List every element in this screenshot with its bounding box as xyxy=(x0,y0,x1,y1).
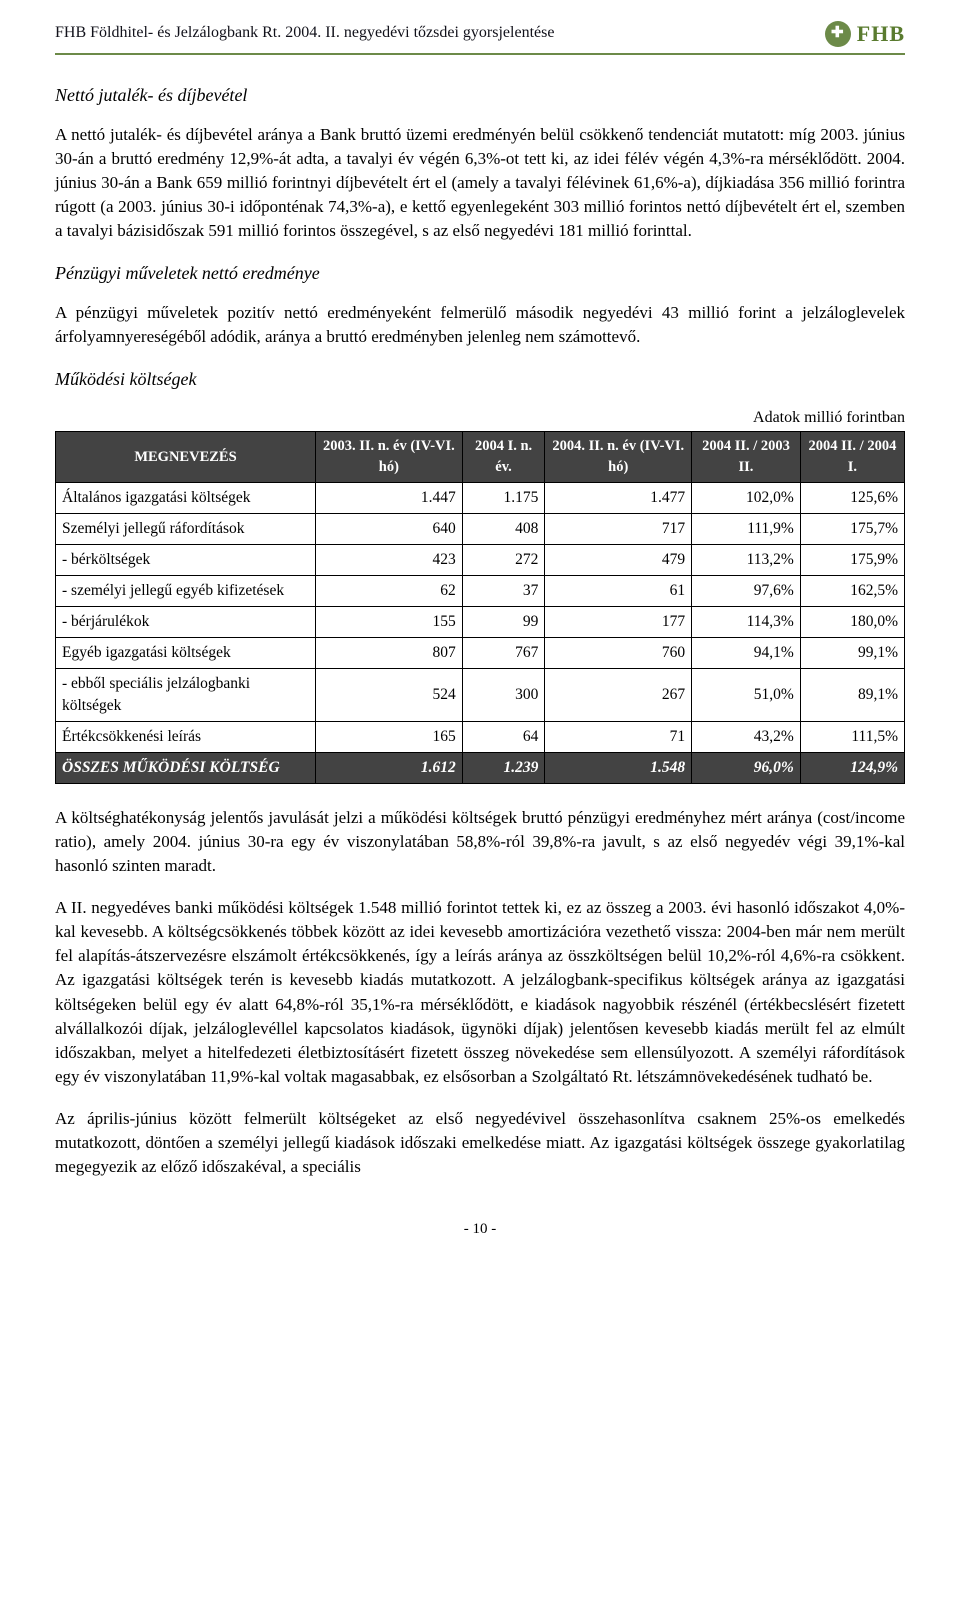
row-value: 267 xyxy=(545,668,692,721)
row-value: 99 xyxy=(462,606,545,637)
row-value: 408 xyxy=(462,513,545,544)
row-value: 155 xyxy=(316,606,463,637)
logo-icon: ✚ xyxy=(825,21,851,47)
table-header-row: MEGNEVEZÉS 2003. II. n. év (IV-VI. hó) 2… xyxy=(56,432,905,482)
row-value: 760 xyxy=(545,637,692,668)
row-value: 1.477 xyxy=(545,482,692,513)
table-row: Általános igazgatási költségek1.4471.175… xyxy=(56,482,905,513)
row-value: 97,6% xyxy=(692,575,801,606)
para-after-table-2: A II. negyedéves banki működési költsége… xyxy=(55,896,905,1089)
row-value: 175,7% xyxy=(800,513,904,544)
row-value: 125,6% xyxy=(800,482,904,513)
row-label: Általános igazgatási költségek xyxy=(56,482,316,513)
para-penzugyi-muveletek: A pénzügyi műveletek pozitív nettó eredm… xyxy=(55,301,905,349)
row-value: 113,2% xyxy=(692,544,801,575)
col-ratio-2004q1: 2004 II. / 2004 I. xyxy=(800,432,904,482)
row-value: 180,0% xyxy=(800,606,904,637)
section-title-netto-jutalek: Nettó jutalék- és díjbevétel xyxy=(55,83,905,109)
row-value: 272 xyxy=(462,544,545,575)
row-value: 114,3% xyxy=(692,606,801,637)
row-value: 94,1% xyxy=(692,637,801,668)
row-value: 300 xyxy=(462,668,545,721)
table-row: - bérköltségek423272479113,2%175,9% xyxy=(56,544,905,575)
para-after-table-1: A költséghatékonyság jelentős javulását … xyxy=(55,806,905,878)
row-value: 62 xyxy=(316,575,463,606)
row-value: 61 xyxy=(545,575,692,606)
table-row: Egyéb igazgatási költségek80776776094,1%… xyxy=(56,637,905,668)
row-label: - személyi jellegű egyéb kifizetések xyxy=(56,575,316,606)
row-label: Értékcsökkenési leírás xyxy=(56,721,316,752)
total-label: ÖSSZES MŰKÖDÉSI KÖLTSÉG xyxy=(56,752,316,783)
logo-text: FHB xyxy=(857,18,905,49)
total-value: 96,0% xyxy=(692,752,801,783)
row-value: 1.175 xyxy=(462,482,545,513)
row-value: 162,5% xyxy=(800,575,904,606)
row-value: 175,9% xyxy=(800,544,904,575)
page-number: - 10 - xyxy=(55,1219,905,1240)
row-value: 479 xyxy=(545,544,692,575)
para-netto-jutalek: A nettó jutalék- és díjbevétel aránya a … xyxy=(55,123,905,244)
table-row: - ebből speciális jelzálogbanki költsége… xyxy=(56,668,905,721)
row-label: - ebből speciális jelzálogbanki költsége… xyxy=(56,668,316,721)
col-ratio-2003: 2004 II. / 2003 II. xyxy=(692,432,801,482)
table-total-row: ÖSSZES MŰKÖDÉSI KÖLTSÉG1.6121.2391.54896… xyxy=(56,752,905,783)
row-value: 177 xyxy=(545,606,692,637)
row-value: 64 xyxy=(462,721,545,752)
row-value: 111,9% xyxy=(692,513,801,544)
costs-table: MEGNEVEZÉS 2003. II. n. év (IV-VI. hó) 2… xyxy=(55,431,905,783)
table-body: Általános igazgatási költségek1.4471.175… xyxy=(56,482,905,783)
row-value: 807 xyxy=(316,637,463,668)
total-value: 124,9% xyxy=(800,752,904,783)
logo: ✚ FHB xyxy=(825,18,905,49)
row-label: Egyéb igazgatási költségek xyxy=(56,637,316,668)
section-title-mukodesi-koltsegek: Működési költségek xyxy=(55,367,905,393)
col-2003-q2: 2003. II. n. év (IV-VI. hó) xyxy=(316,432,463,482)
row-value: 524 xyxy=(316,668,463,721)
page-header: FHB Földhitel- és Jelzálogbank Rt. 2004.… xyxy=(55,18,905,55)
row-label: Személyi jellegű ráfordítások xyxy=(56,513,316,544)
row-value: 717 xyxy=(545,513,692,544)
row-value: 71 xyxy=(545,721,692,752)
row-label: - bérköltségek xyxy=(56,544,316,575)
table-row: Személyi jellegű ráfordítások64040871711… xyxy=(56,513,905,544)
row-value: 99,1% xyxy=(800,637,904,668)
table-row: Értékcsökkenési leírás165647143,2%111,5% xyxy=(56,721,905,752)
col-megnevezes: MEGNEVEZÉS xyxy=(56,432,316,482)
row-value: 165 xyxy=(316,721,463,752)
header-title: FHB Földhitel- és Jelzálogbank Rt. 2004.… xyxy=(55,22,554,45)
col-2004-q2: 2004. II. n. év (IV-VI. hó) xyxy=(545,432,692,482)
row-value: 89,1% xyxy=(800,668,904,721)
table-row: - bérjárulékok15599177114,3%180,0% xyxy=(56,606,905,637)
para-after-table-3: Az április-június között felmerült költs… xyxy=(55,1107,905,1179)
section-title-penzugyi-muveletek: Pénzügyi műveletek nettó eredménye xyxy=(55,261,905,287)
col-2004-q1: 2004 I. n. év. xyxy=(462,432,545,482)
row-value: 43,2% xyxy=(692,721,801,752)
total-value: 1.239 xyxy=(462,752,545,783)
row-value: 640 xyxy=(316,513,463,544)
row-value: 767 xyxy=(462,637,545,668)
row-value: 37 xyxy=(462,575,545,606)
row-value: 51,0% xyxy=(692,668,801,721)
row-value: 111,5% xyxy=(800,721,904,752)
row-label: - bérjárulékok xyxy=(56,606,316,637)
table-row: - személyi jellegű egyéb kifizetések6237… xyxy=(56,575,905,606)
row-value: 1.447 xyxy=(316,482,463,513)
row-value: 423 xyxy=(316,544,463,575)
total-value: 1.548 xyxy=(545,752,692,783)
total-value: 1.612 xyxy=(316,752,463,783)
row-value: 102,0% xyxy=(692,482,801,513)
table-unit-label: Adatok millió forintban xyxy=(55,407,905,430)
